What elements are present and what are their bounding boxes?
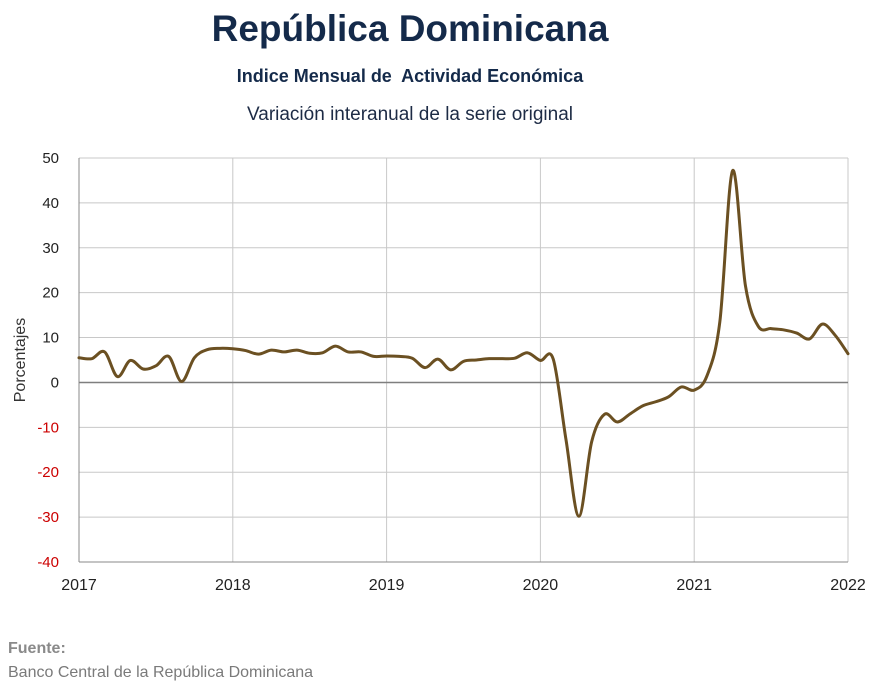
data-point [552,358,555,361]
data-point [488,357,491,360]
chart-subtitle-secondary: Variación interanual de la serie origina… [246,104,573,125]
data-point [706,374,709,377]
data-point [449,368,452,371]
data-point [808,337,811,340]
data-point [154,364,157,367]
data-point [270,349,273,352]
data-point [180,380,183,383]
data-point [103,350,106,353]
data-point [347,350,350,353]
data-point [436,358,439,361]
y-tick-label: 50 [42,150,59,167]
series-layer [77,169,850,518]
data-point [629,412,632,415]
data-point [757,325,760,328]
axes [78,158,848,563]
data-point [193,356,196,359]
data-point [398,355,401,358]
x-tick-label: 2020 [523,577,559,594]
data-point [372,355,375,358]
data-point [744,284,747,287]
data-point [680,385,683,388]
data-point [526,351,529,354]
data-point [142,367,145,370]
data-point [206,348,209,351]
data-point [462,360,465,363]
data-point [577,515,580,518]
data-point [231,347,234,350]
x-tick-label: 2021 [676,577,712,594]
data-point [693,389,696,392]
data-point [603,413,606,416]
x-tick-label: 2022 [830,577,866,594]
data-point [513,357,516,360]
y-tick-label: 0 [51,374,59,391]
data-point [539,359,542,362]
data-point [90,357,93,360]
data-point [565,438,568,441]
data-point [667,395,670,398]
data-point [795,332,798,335]
data-point [424,366,427,369]
data-point [167,355,170,358]
y-tick-label: 20 [42,285,59,302]
data-point [308,352,311,355]
x-tick-label: 2019 [369,577,405,594]
data-point [116,375,119,378]
data-point [334,345,337,348]
data-point [244,349,247,352]
data-point [475,359,478,362]
data-point [283,350,286,353]
chart-subtitle: Indice Mensual de Actividad Económica [236,66,584,86]
series-line [77,169,850,518]
data-point [295,349,298,352]
y-tick-label: -30 [37,509,59,526]
y-tick-label: 10 [42,330,59,347]
data-point [257,353,260,356]
data-point [847,352,850,355]
data-point [641,404,644,407]
data-point [385,354,388,357]
source-label: Fuente: [8,640,66,657]
data-point [770,327,773,330]
data-point [834,334,837,337]
data-point [590,440,593,443]
data-point [129,359,132,362]
y-tick-label: -10 [37,419,59,436]
y-tick-label: -40 [37,554,59,571]
data-point [321,351,324,354]
x-tick-label: 2017 [61,577,97,594]
y-tick-label: -20 [37,464,59,481]
y-tick-label: 40 [42,195,59,212]
data-point [359,350,362,353]
data-point [731,169,734,172]
data-point [500,357,503,360]
data-point [218,347,221,350]
chart-title: República Dominicana [211,8,609,49]
source-text: Banco Central de la República Dominicana [8,664,314,681]
data-point [616,420,619,423]
data-point [78,356,81,359]
data-point [821,323,824,326]
x-tick-label: 2018 [215,577,251,594]
data-point [718,320,721,323]
y-axis-label: Porcentajes [12,318,29,403]
data-point [654,400,657,403]
data-point [782,328,785,331]
data-point [411,357,414,360]
y-tick-label: 30 [42,240,59,257]
